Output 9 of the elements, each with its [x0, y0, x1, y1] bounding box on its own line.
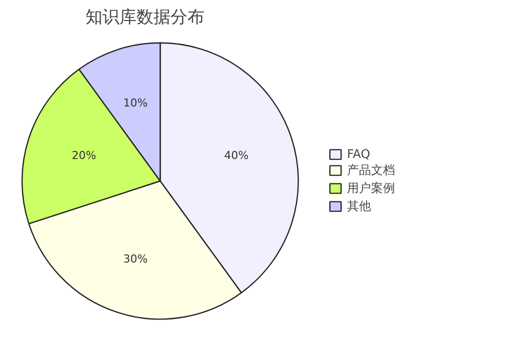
data-label: 40% — [224, 149, 249, 162]
legend-label: 其他 — [347, 198, 371, 214]
chart-title: 知识库数据分布 — [86, 8, 204, 28]
data-label: 30% — [123, 252, 148, 266]
legend-label: FAQ — [347, 146, 370, 160]
data-label: 10% — [123, 96, 148, 110]
data-label: 20% — [72, 149, 96, 162]
legend-label: 用户案例 — [347, 180, 395, 196]
legend-label: 产品文档 — [347, 162, 395, 178]
